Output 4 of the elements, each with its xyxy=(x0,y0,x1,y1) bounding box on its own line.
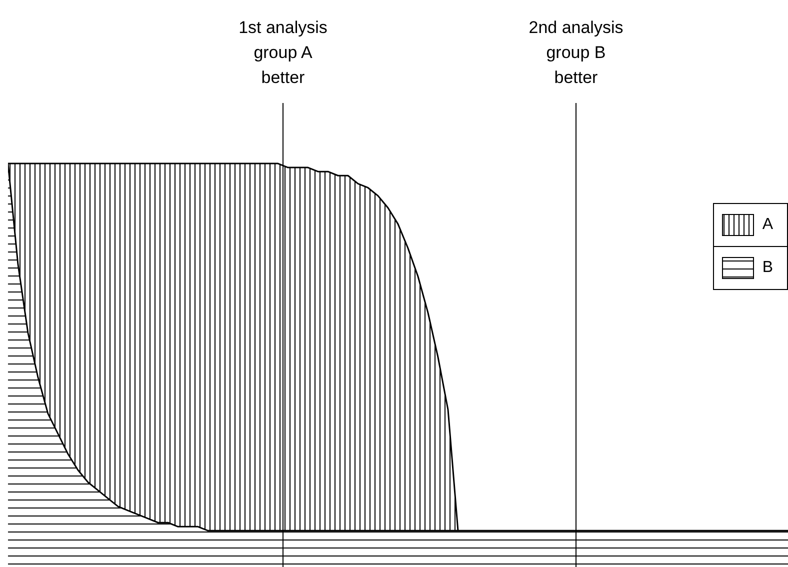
text: 2nd analysis group B better xyxy=(528,18,624,87)
legend-label: B xyxy=(762,259,773,277)
text: 1st analysis group A better xyxy=(238,18,328,87)
legend-label: A xyxy=(762,216,773,234)
